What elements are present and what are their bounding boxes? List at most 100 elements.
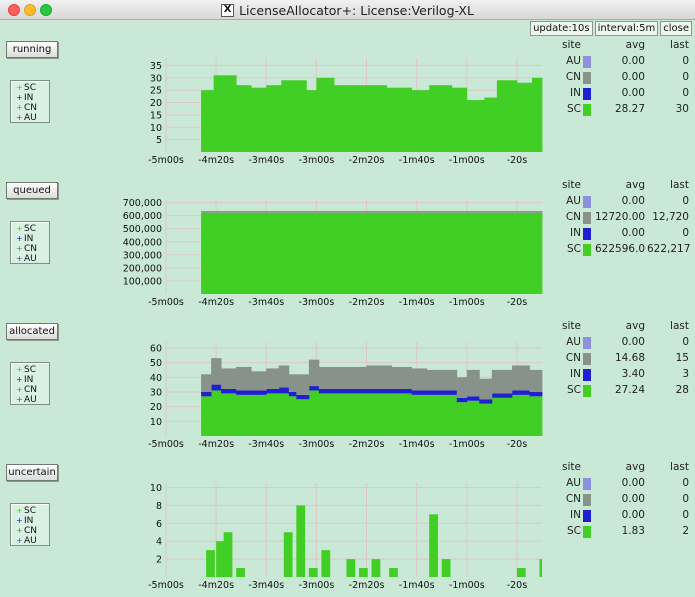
area-segment-sc [308,390,320,436]
running-legend: + SC + IN + CN + AU [10,80,50,123]
legend-item-sc[interactable]: + SC [16,506,49,516]
legend-marker: + [16,506,23,515]
area-segment-cn [426,369,443,391]
site-color-swatch [583,478,591,490]
queued-chart: -5m00s -4m20s -3m40s -3m00s -2m20s -1m40s -1m0… [123,198,543,308]
queued-section-button[interactable]: queued [6,182,58,199]
area-segment-in [201,391,212,397]
y-tick-label: 40 [150,373,162,384]
x-tick-label: -4m20s [198,155,234,166]
legend-label: IN [24,516,34,526]
avg-header: avg [625,320,645,332]
area-segment-sc [429,85,453,152]
site-last: 2 [682,525,689,537]
site-avg: 0.00 [621,336,645,348]
stats-header: site avg last [555,178,693,194]
y-tick-label: 60 [150,343,162,354]
legend-marker: + [16,526,23,535]
queued-stats: site avg last AU 0.00 0 CN 12720.00 12,720 I… [555,178,693,258]
avg-header: avg [625,39,645,51]
legend-item-sc[interactable]: + SC [16,83,49,93]
area-segment-in [266,389,280,394]
legend-label: IN [24,93,34,103]
stats-row-sc: SC 1.83 2 [555,524,693,540]
bar [429,514,438,577]
legend-item-in[interactable]: + IN [16,516,49,526]
x-tick-label: -3m00s [299,580,335,591]
area-segment-cn [308,359,320,387]
legend-marker: + [16,93,23,102]
site-color-swatch [583,337,591,349]
legend-item-in[interactable]: + IN [16,375,49,385]
bar [206,550,215,577]
area-segment-sc [318,393,342,436]
x-tick-label: -1m00s [449,580,485,591]
area-segment-cn [266,368,280,389]
stats-row-cn: CN 14.68 15 [555,351,693,367]
bar [236,568,245,577]
site-name: AU [566,55,581,67]
legend-item-au[interactable]: + AU [16,536,49,546]
update-interval-button[interactable]: update:10s [530,21,593,36]
legend-label: AU [24,536,37,546]
site-avg: 0.00 [621,195,645,207]
site-avg: 28.27 [614,103,645,115]
window-zoom-button[interactable] [40,4,52,16]
area-segment-sc [511,394,530,436]
legend-label: CN [24,244,38,254]
y-tick-label: 700,000 [123,198,162,209]
legend-item-au[interactable]: + AU [16,395,49,405]
area-segment-sc [466,100,485,152]
site-color-swatch [583,212,591,224]
running-section-button[interactable]: running [6,41,58,58]
x-tick-label: -3m40s [248,297,284,308]
stats-header: site avg last [555,460,693,476]
time-window-button[interactable]: interval:5m [594,21,659,36]
area-segment-in [479,399,493,404]
legend-marker: + [16,254,23,263]
legend-marker: + [16,365,23,374]
area-segment-cn [201,211,543,213]
legend-marker: + [16,375,23,384]
area-segment-sc [306,90,317,152]
legend-item-sc[interactable]: + SC [16,365,49,375]
last-header: last [670,179,689,191]
area-segment-sc [366,85,387,152]
area-segment-sc [441,394,458,436]
site-color-swatch [583,244,591,256]
legend-item-in[interactable]: + IN [16,234,49,244]
legend-item-cn[interactable]: + CN [16,526,49,536]
area-segment-in [341,389,367,394]
legend-item-cn[interactable]: + CN [16,244,49,254]
site-last: 0 [682,509,689,521]
stats-row-in: IN 0.00 0 [555,86,693,102]
bar [223,532,233,577]
x-tick-label: -3m40s [248,155,284,166]
site-last: 0 [682,477,689,489]
window-minimize-button[interactable] [24,4,36,16]
close-button[interactable]: close [660,21,692,36]
area-segment-sc [333,85,350,152]
area-segment-sc [466,400,480,436]
x-tick-label: -5m00s [148,580,184,591]
site-name: CN [565,71,581,83]
legend-item-au[interactable]: + AU [16,254,49,264]
allocated-legend: + SC + IN + CN + AU [10,362,50,405]
legend-item-in[interactable]: + IN [16,93,49,103]
legend-label: SC [24,83,36,93]
site-color-swatch [583,494,591,506]
legend-item-cn[interactable]: + CN [16,103,49,113]
legend-marker: + [16,83,23,92]
legend-item-sc[interactable]: + SC [16,224,49,234]
legend-item-au[interactable]: + AU [16,113,49,123]
legend-label: CN [24,526,38,536]
bar [296,505,306,577]
uncertain-section-button[interactable]: uncertain [6,464,58,481]
legend-marker: + [16,234,23,243]
area-segment-sc [366,393,392,436]
legend-item-cn[interactable]: + CN [16,385,49,395]
site-color-swatch [583,196,591,208]
window-close-button[interactable] [8,4,20,16]
allocated-section-button[interactable]: allocated [6,323,58,340]
site-name: AU [566,195,581,207]
